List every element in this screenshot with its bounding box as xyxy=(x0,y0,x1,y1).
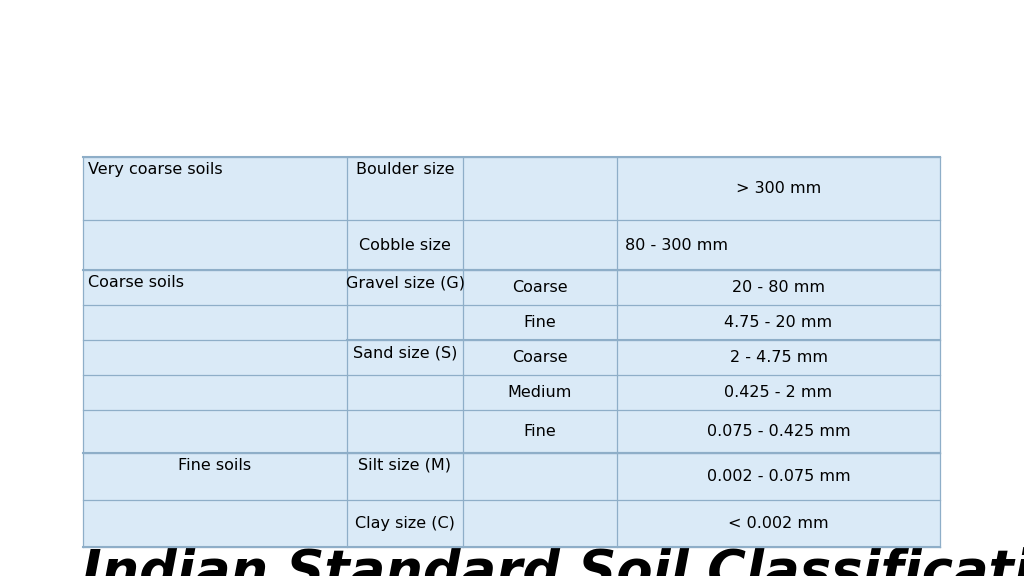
Text: Fine soils: Fine soils xyxy=(178,458,252,473)
Text: Cobble size: Cobble size xyxy=(359,237,451,252)
Bar xyxy=(83,305,347,340)
Text: Boulder size: Boulder size xyxy=(355,162,455,177)
Text: Fine: Fine xyxy=(523,424,556,439)
Text: Gravel size (G): Gravel size (G) xyxy=(345,275,465,290)
Bar xyxy=(83,157,347,220)
Text: Medium: Medium xyxy=(508,385,572,400)
Bar xyxy=(617,305,940,340)
Bar xyxy=(617,220,940,270)
Bar xyxy=(347,453,463,500)
Bar xyxy=(617,375,940,410)
Bar xyxy=(83,340,347,375)
Bar xyxy=(83,453,347,500)
Bar xyxy=(617,410,940,453)
Bar xyxy=(347,157,463,220)
Bar xyxy=(463,305,617,340)
Text: < 0.002 mm: < 0.002 mm xyxy=(728,516,828,531)
Bar xyxy=(617,500,940,547)
Text: Coarse: Coarse xyxy=(512,350,568,365)
Bar xyxy=(463,375,617,410)
Bar xyxy=(617,340,940,375)
Text: 0.425 - 2 mm: 0.425 - 2 mm xyxy=(724,385,833,400)
Text: Coarse: Coarse xyxy=(512,280,568,295)
Bar xyxy=(83,270,347,305)
Bar xyxy=(83,220,347,270)
Bar xyxy=(463,270,617,305)
Bar xyxy=(617,270,940,305)
Bar xyxy=(463,410,617,453)
Text: 20 - 80 mm: 20 - 80 mm xyxy=(732,280,825,295)
Text: Sand size (S): Sand size (S) xyxy=(353,345,457,360)
Bar xyxy=(463,340,617,375)
Bar xyxy=(347,305,463,340)
Bar xyxy=(83,500,347,547)
Bar xyxy=(617,157,940,220)
Bar xyxy=(463,220,617,270)
Text: Very coarse soils: Very coarse soils xyxy=(88,162,222,177)
Text: 80 - 300 mm: 80 - 300 mm xyxy=(625,237,728,252)
Bar xyxy=(347,270,463,305)
Text: 4.75 - 20 mm: 4.75 - 20 mm xyxy=(724,315,833,330)
Bar xyxy=(463,453,617,500)
Text: Clay size (C): Clay size (C) xyxy=(355,516,455,531)
Text: Fine: Fine xyxy=(523,315,556,330)
Bar xyxy=(83,375,347,410)
Text: Coarse soils: Coarse soils xyxy=(88,275,184,290)
Text: Silt size (M): Silt size (M) xyxy=(358,458,452,473)
Text: 2 - 4.75 mm: 2 - 4.75 mm xyxy=(729,350,827,365)
Text: > 300 mm: > 300 mm xyxy=(736,181,821,196)
Bar xyxy=(463,500,617,547)
Bar xyxy=(347,220,463,270)
Bar xyxy=(347,375,463,410)
Bar xyxy=(83,410,347,453)
Bar xyxy=(617,453,940,500)
Text: 0.002 - 0.075 mm: 0.002 - 0.075 mm xyxy=(707,469,850,484)
Bar xyxy=(347,340,463,375)
Text: Indian Standard Soil Classification
System: Indian Standard Soil Classification Syst… xyxy=(82,547,1024,576)
Bar xyxy=(347,500,463,547)
Text: 0.075 - 0.425 mm: 0.075 - 0.425 mm xyxy=(707,424,850,439)
Bar xyxy=(347,410,463,453)
Bar xyxy=(463,157,617,220)
